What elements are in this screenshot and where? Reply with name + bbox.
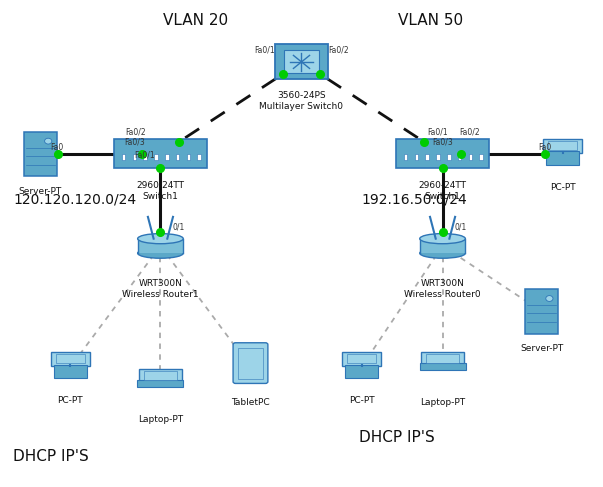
FancyBboxPatch shape xyxy=(114,139,207,169)
FancyBboxPatch shape xyxy=(549,141,576,150)
Text: Fa0/1: Fa0/1 xyxy=(428,128,448,137)
Text: Fa0/3: Fa0/3 xyxy=(432,137,453,146)
Bar xyxy=(175,154,179,160)
Text: Server-PT: Server-PT xyxy=(520,344,563,353)
Text: 192.16.50.0/24: 192.16.50.0/24 xyxy=(362,193,467,207)
Ellipse shape xyxy=(420,234,466,244)
FancyBboxPatch shape xyxy=(51,353,90,366)
Bar xyxy=(426,154,429,160)
Bar xyxy=(447,154,450,160)
FancyBboxPatch shape xyxy=(137,239,183,253)
Circle shape xyxy=(45,138,52,144)
Text: DHCP IP'S: DHCP IP'S xyxy=(13,449,89,464)
Bar xyxy=(122,154,125,160)
Bar xyxy=(479,154,483,160)
Text: TabletPC: TabletPC xyxy=(231,398,270,408)
FancyBboxPatch shape xyxy=(238,348,263,378)
FancyBboxPatch shape xyxy=(56,354,84,363)
Text: Laptop-PT: Laptop-PT xyxy=(138,415,183,424)
Text: 2960-24TT
Switch1: 2960-24TT Switch1 xyxy=(136,181,185,201)
FancyBboxPatch shape xyxy=(284,50,319,74)
Text: Fa0/3: Fa0/3 xyxy=(125,137,145,146)
Bar xyxy=(144,154,147,160)
FancyBboxPatch shape xyxy=(396,139,489,169)
FancyBboxPatch shape xyxy=(144,371,177,379)
FancyBboxPatch shape xyxy=(347,354,376,363)
Text: Fa0/1: Fa0/1 xyxy=(134,151,154,160)
Bar xyxy=(469,154,472,160)
FancyBboxPatch shape xyxy=(420,363,466,370)
Text: DHCP IP'S: DHCP IP'S xyxy=(359,430,434,445)
Text: Fa0/2: Fa0/2 xyxy=(329,45,349,55)
FancyBboxPatch shape xyxy=(420,239,466,253)
Ellipse shape xyxy=(137,234,183,244)
Bar xyxy=(404,154,408,160)
Text: 3560-24PS
Multilayer Switch0: 3560-24PS Multilayer Switch0 xyxy=(259,91,344,111)
Bar xyxy=(154,154,158,160)
Text: PC-PT: PC-PT xyxy=(349,396,374,405)
Text: 0/1: 0/1 xyxy=(172,222,185,231)
Text: PC-PT: PC-PT xyxy=(58,396,83,405)
Text: 120.120.120.0/24: 120.120.120.0/24 xyxy=(13,193,136,207)
Bar xyxy=(197,154,201,160)
Text: VLAN 20: VLAN 20 xyxy=(163,13,229,28)
FancyBboxPatch shape xyxy=(426,354,459,363)
Text: Laptop-PT: Laptop-PT xyxy=(420,398,465,408)
Text: Fa0/1: Fa0/1 xyxy=(254,45,274,55)
Text: VLAN 50: VLAN 50 xyxy=(397,13,463,28)
Ellipse shape xyxy=(137,248,183,258)
Bar xyxy=(133,154,136,160)
FancyBboxPatch shape xyxy=(546,151,579,165)
Text: Fa0/2: Fa0/2 xyxy=(125,128,145,137)
Circle shape xyxy=(546,296,553,301)
FancyBboxPatch shape xyxy=(139,370,182,382)
Bar xyxy=(165,154,169,160)
FancyBboxPatch shape xyxy=(275,44,328,79)
Bar xyxy=(186,154,190,160)
Text: WRT300N
Wireless Router1: WRT300N Wireless Router1 xyxy=(122,279,199,299)
Ellipse shape xyxy=(420,248,466,258)
Bar xyxy=(458,154,461,160)
FancyBboxPatch shape xyxy=(343,353,380,366)
FancyBboxPatch shape xyxy=(137,380,183,387)
Text: WRT300N
Wireless Router0: WRT300N Wireless Router0 xyxy=(404,279,481,299)
FancyBboxPatch shape xyxy=(24,131,57,176)
Text: Fa0/2: Fa0/2 xyxy=(459,128,479,137)
Text: Server-PT: Server-PT xyxy=(19,187,62,196)
FancyBboxPatch shape xyxy=(421,353,464,365)
Text: Fa0: Fa0 xyxy=(538,143,552,152)
Text: 2960-24TT
Switch1: 2960-24TT Switch1 xyxy=(418,181,467,201)
FancyBboxPatch shape xyxy=(54,365,87,378)
FancyBboxPatch shape xyxy=(345,365,378,378)
Bar xyxy=(436,154,440,160)
FancyBboxPatch shape xyxy=(233,343,268,383)
Text: 0/1: 0/1 xyxy=(455,222,467,231)
Bar xyxy=(415,154,418,160)
FancyBboxPatch shape xyxy=(543,139,582,153)
Text: Fa0: Fa0 xyxy=(50,143,63,152)
Text: PC-PT: PC-PT xyxy=(550,183,575,192)
FancyBboxPatch shape xyxy=(525,289,558,334)
